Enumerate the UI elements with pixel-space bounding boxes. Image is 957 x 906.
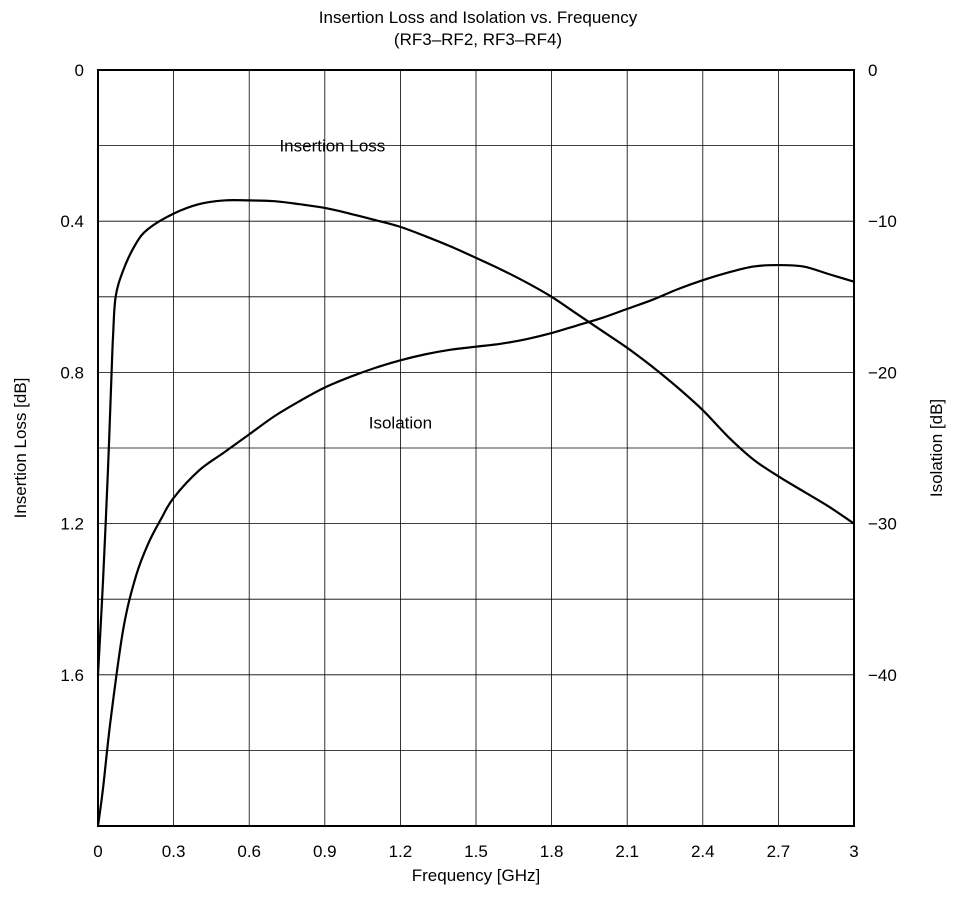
series-layer — [96, 198, 856, 828]
x-tick-label: 1.2 — [389, 842, 413, 861]
x-axis-label: Frequency [GHz] — [412, 866, 541, 885]
right-y-tick-label: −40 — [868, 666, 897, 685]
x-tick-label: 3 — [849, 842, 858, 861]
isolation-annotation: Isolation — [369, 413, 432, 432]
left-y-tick-label: 1.6 — [60, 666, 84, 685]
plot-frame — [97, 69, 855, 827]
chart-subtitle: (RF3–RF2, RF3–RF4) — [394, 30, 562, 49]
insertion-loss-line — [96, 198, 856, 676]
chart-title: Insertion Loss and Isolation vs. Frequen… — [319, 8, 638, 27]
insertion-loss-annotation: Insertion Loss — [279, 137, 385, 156]
left-y-tick-label: 1.2 — [60, 515, 84, 534]
x-tick-label: 0.3 — [162, 842, 186, 861]
right-y-tick-label: −30 — [868, 515, 897, 534]
annotations: Insertion Loss Isolation — [279, 137, 432, 433]
left-y-axis-label: Insertion Loss [dB] — [11, 378, 30, 519]
gridlines — [98, 70, 854, 826]
left-y-tick-label: 0.4 — [60, 212, 84, 231]
right-y-tick-label: 0 — [868, 61, 877, 80]
x-tick-label: 0 — [93, 842, 102, 861]
right-y-axis: 0 −10 −20 −30 −40 — [868, 61, 897, 685]
x-tick-label: 2.1 — [615, 842, 639, 861]
x-tick-label: 2.7 — [767, 842, 791, 861]
x-tick-label: 0.9 — [313, 842, 337, 861]
x-tick-label: 1.5 — [464, 842, 488, 861]
x-tick-label: 2.4 — [691, 842, 715, 861]
right-y-tick-label: −20 — [868, 363, 897, 382]
right-y-tick-label: −10 — [868, 212, 897, 231]
left-y-tick-label: 0.8 — [60, 363, 84, 382]
left-y-axis: 0 0.4 0.8 1.2 1.6 — [60, 61, 84, 685]
right-y-axis-label: Isolation [dB] — [927, 399, 946, 497]
x-axis: 0 0.3 0.6 0.9 1.2 1.5 1.8 2.1 2.4 2.7 3 — [93, 842, 858, 861]
isolation-line — [96, 263, 856, 828]
x-tick-label: 1.8 — [540, 842, 564, 861]
left-y-tick-label: 0 — [75, 61, 84, 80]
x-tick-label: 0.6 — [237, 842, 261, 861]
